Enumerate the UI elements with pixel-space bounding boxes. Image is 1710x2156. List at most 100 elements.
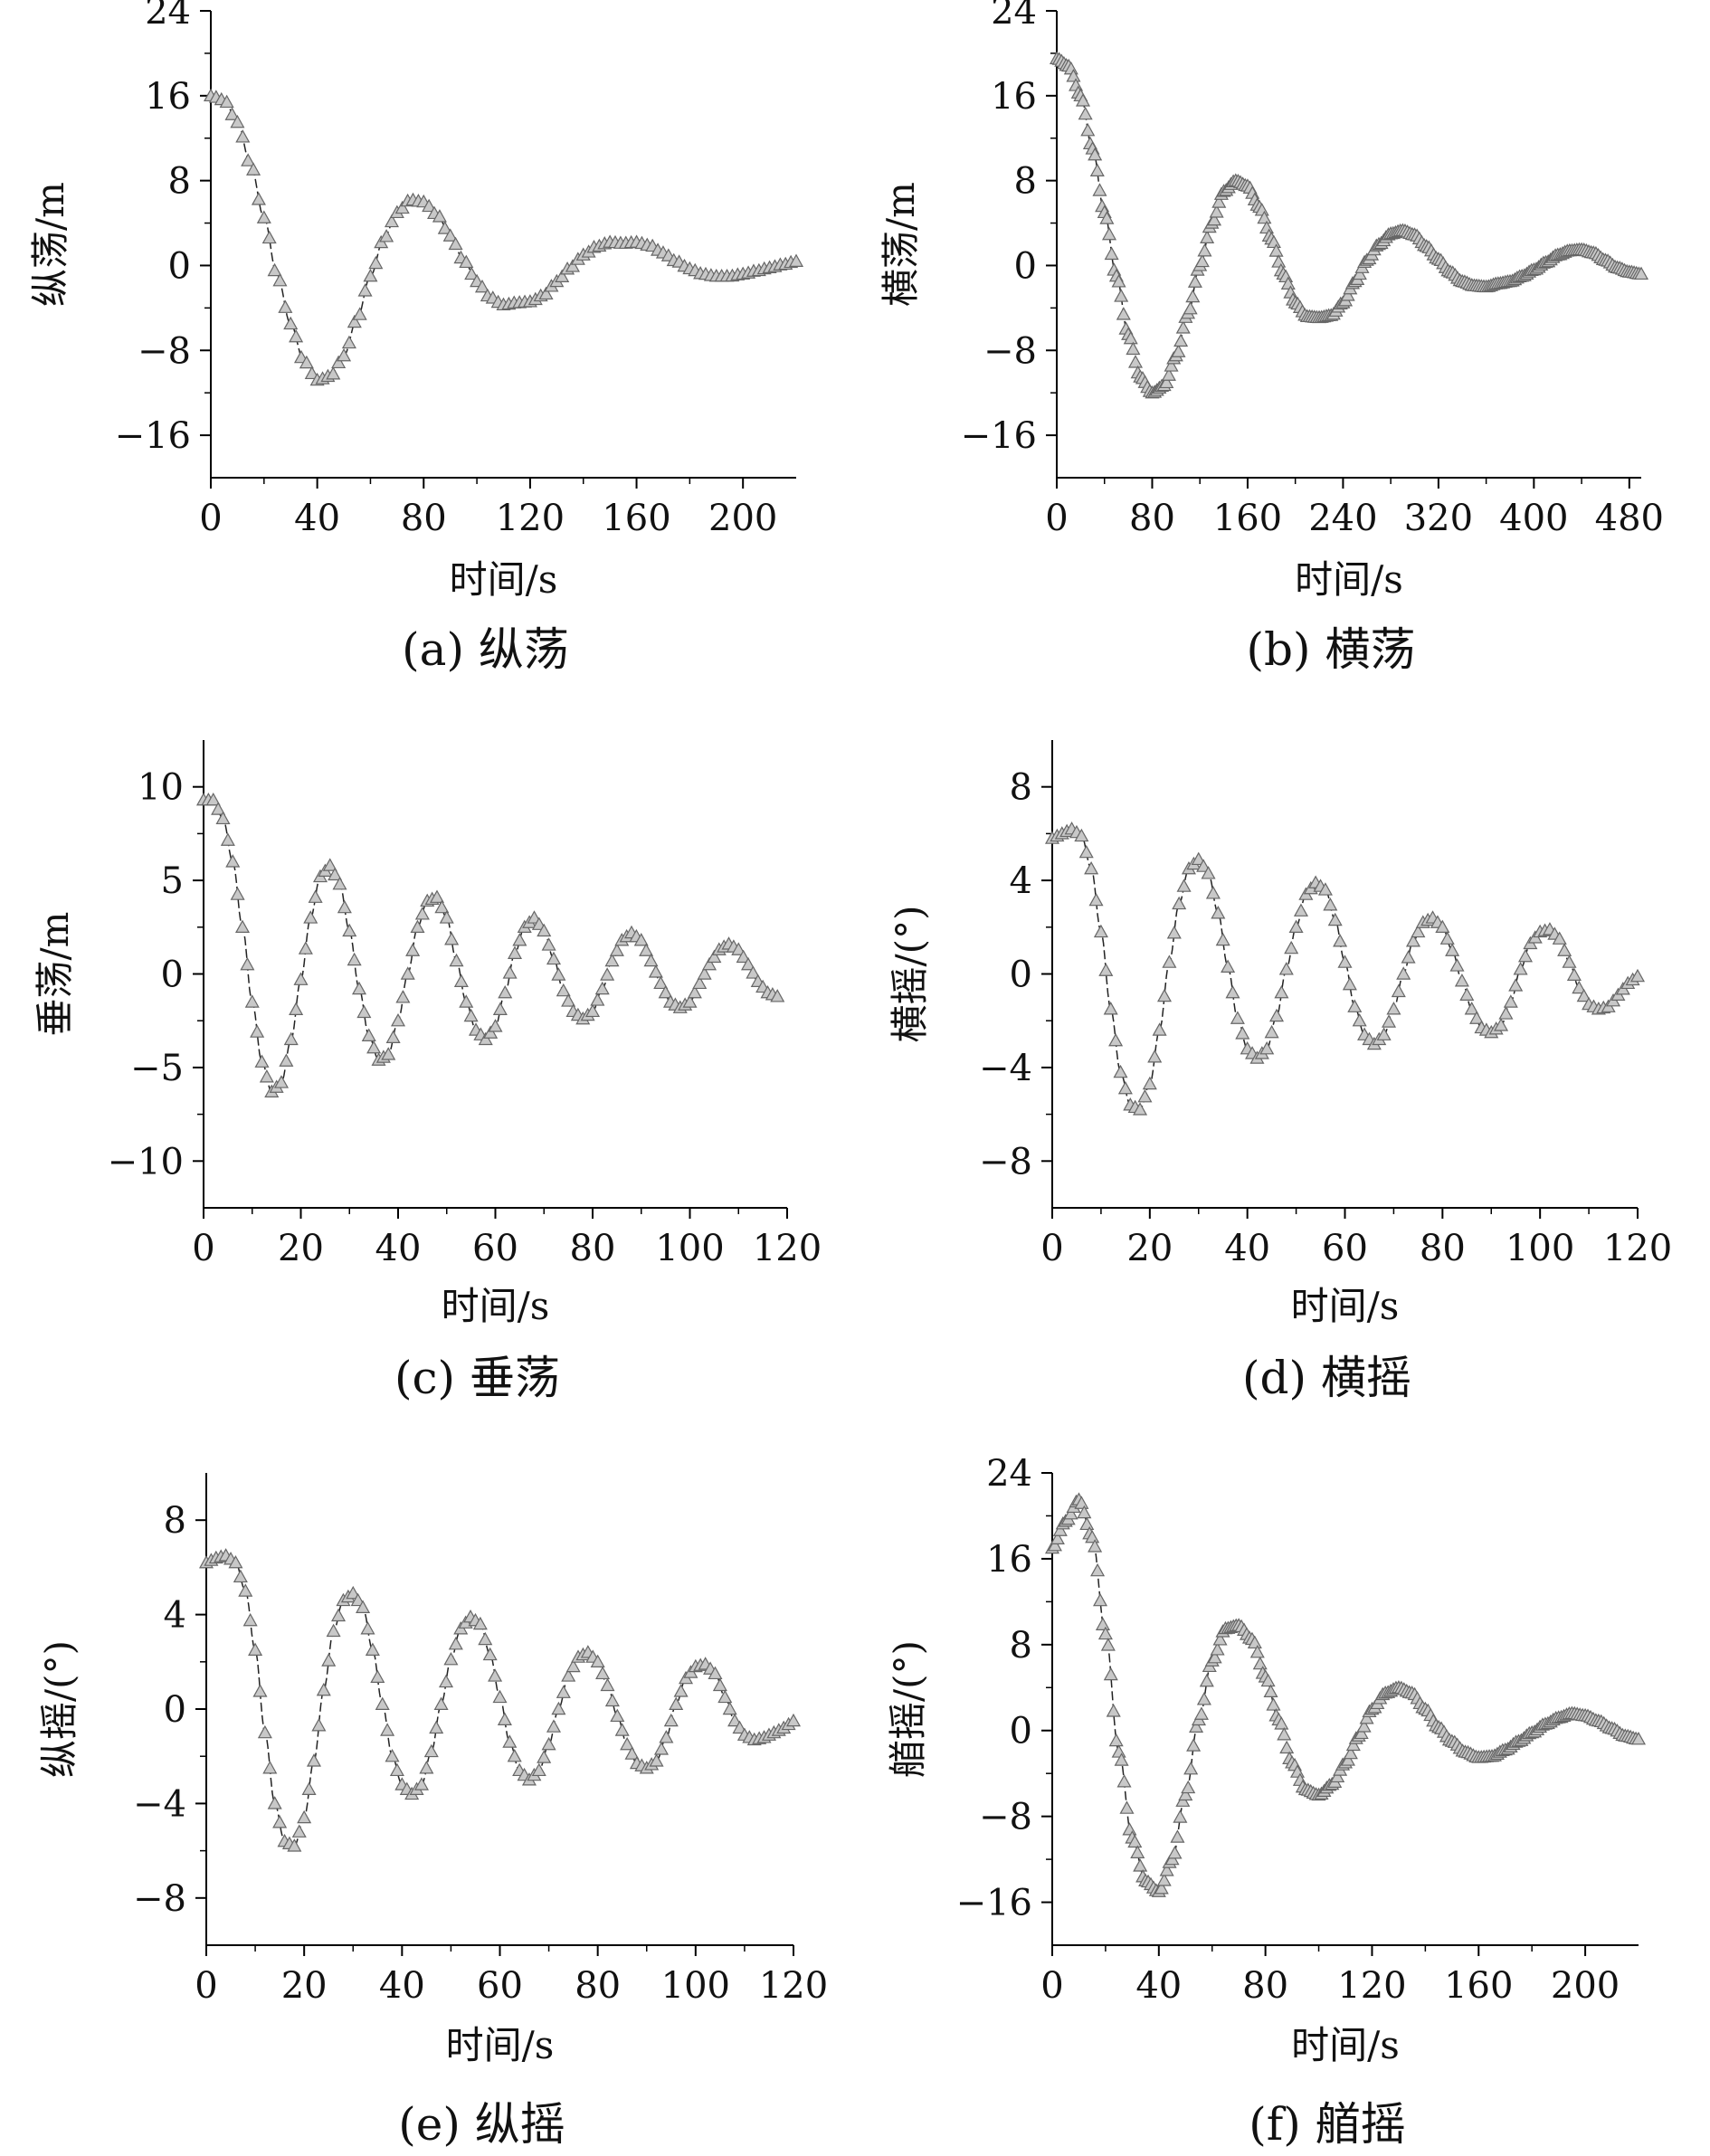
- data-point-marker: [1117, 1080, 1133, 1095]
- data-point-marker: [366, 1040, 382, 1054]
- data-point-marker: [1154, 1881, 1169, 1895]
- data-point-marker: [482, 1647, 498, 1661]
- data-point-marker: [219, 94, 234, 109]
- x-axis-label: 时间/s: [446, 2023, 555, 2067]
- data-point-marker: [1175, 320, 1191, 334]
- data-point-marker: [1274, 1716, 1289, 1730]
- y-tick-label: 16: [991, 76, 1037, 118]
- data-point-marker: [272, 1815, 288, 1828]
- data-point-marker: [1047, 1537, 1062, 1552]
- data-point-marker: [498, 984, 513, 999]
- data-point-marker: [1099, 211, 1115, 224]
- data-point-marker: [546, 1719, 562, 1733]
- y-axis-label: 垂荡/m: [33, 912, 77, 1037]
- data-point-marker: [1183, 1761, 1199, 1775]
- data-point-marker: [1215, 932, 1230, 946]
- data-point-marker: [1074, 828, 1089, 842]
- x-tick-label: 60: [1322, 1228, 1368, 1269]
- y-axis-label: 横荡/m: [879, 182, 923, 307]
- y-tick-label: 10: [138, 767, 184, 809]
- data-point-marker: [1209, 204, 1224, 218]
- data-point-marker: [1330, 1769, 1345, 1783]
- data-point-marker: [474, 279, 489, 293]
- data-point-marker: [727, 1713, 743, 1727]
- data-point-marker: [1552, 931, 1567, 945]
- data-point-marker: [488, 1668, 503, 1682]
- data-point-marker: [414, 907, 430, 920]
- data-point-marker: [459, 994, 474, 1008]
- y-tick-label: −8: [133, 1878, 186, 1920]
- data-point-marker: [483, 1025, 499, 1039]
- subfigure-caption: (b) 横荡: [1247, 623, 1416, 676]
- data-point-marker: [1280, 276, 1296, 290]
- data-point-marker: [1074, 1496, 1089, 1509]
- data-point-marker: [433, 1696, 449, 1710]
- data-point-marker: [438, 1674, 454, 1688]
- y-tick-label: −5: [130, 1048, 184, 1089]
- data-point-marker: [1088, 1539, 1103, 1553]
- data-point-marker: [464, 266, 480, 280]
- data-point-marker: [233, 1569, 248, 1583]
- x-tick-label: 0: [1040, 1965, 1063, 2007]
- data-point-marker: [697, 966, 712, 980]
- data-point-marker: [565, 1658, 581, 1673]
- data-point-marker: [1249, 1644, 1265, 1658]
- data-point-marker: [492, 1689, 508, 1704]
- y-tick-label: 0: [168, 245, 191, 287]
- data-point-marker: [1340, 1752, 1355, 1766]
- data-point-marker: [328, 867, 343, 881]
- data-point-marker: [1106, 1704, 1121, 1717]
- data-point-marker: [1257, 210, 1272, 224]
- data-point-marker: [507, 1748, 522, 1762]
- data-point-marker: [1103, 1667, 1118, 1681]
- data-point-marker: [347, 952, 362, 966]
- data-point-marker: [1123, 330, 1138, 345]
- data-point-marker: [321, 1653, 337, 1667]
- data-point-marker: [267, 262, 282, 277]
- data-point-marker: [541, 1736, 556, 1751]
- data-point-marker: [604, 953, 620, 967]
- y-tick-label: −4: [133, 1783, 186, 1825]
- data-point-marker: [502, 1734, 518, 1748]
- data-point-marker: [419, 1761, 434, 1774]
- data-point-marker: [1170, 1829, 1185, 1843]
- data-point-marker: [1063, 1505, 1078, 1520]
- data-point-marker: [230, 887, 245, 900]
- x-tick-label: 160: [602, 498, 670, 539]
- data-point-marker: [1133, 1102, 1148, 1116]
- x-tick-label: 0: [1040, 1228, 1063, 1269]
- data-point-marker: [1235, 1026, 1250, 1040]
- x-axis-label: 时间/s: [450, 557, 558, 602]
- data-point-marker: [448, 236, 463, 251]
- data-point-marker: [1268, 1008, 1285, 1022]
- data-point-marker: [600, 1677, 615, 1692]
- data-point-marker: [1108, 1733, 1124, 1747]
- subfigure-caption: (f) 艏摇: [1249, 2098, 1405, 2151]
- y-axis-label: 纵摇/(°): [37, 1640, 81, 1778]
- data-point-marker: [1178, 1787, 1193, 1801]
- data-point-marker: [246, 162, 261, 176]
- data-point-marker: [346, 1585, 361, 1600]
- x-tick-label: 40: [1224, 1228, 1270, 1269]
- data-point-marker: [1252, 1656, 1268, 1670]
- y-tick-label: −10: [108, 1141, 184, 1182]
- data-point-marker: [1159, 375, 1174, 389]
- data-point-marker: [565, 259, 580, 272]
- data-point-marker: [1161, 367, 1176, 381]
- data-point-marker: [1152, 1022, 1167, 1036]
- data-point-marker: [250, 1024, 265, 1038]
- data-point-marker: [1352, 1012, 1367, 1027]
- data-point-marker: [1327, 912, 1343, 926]
- data-point-marker: [1196, 1692, 1211, 1705]
- data-point-marker: [722, 1701, 737, 1715]
- data-point-marker: [507, 945, 523, 959]
- data-point-marker: [541, 937, 556, 951]
- data-point-marker: [1207, 212, 1222, 226]
- data-point-marker: [1562, 955, 1577, 968]
- data-point-marker: [1572, 980, 1587, 994]
- data-point-marker: [1078, 844, 1094, 859]
- x-tick-label: 0: [199, 498, 222, 539]
- x-tick-label: 40: [1135, 1965, 1182, 2007]
- data-point-marker: [1263, 1684, 1278, 1698]
